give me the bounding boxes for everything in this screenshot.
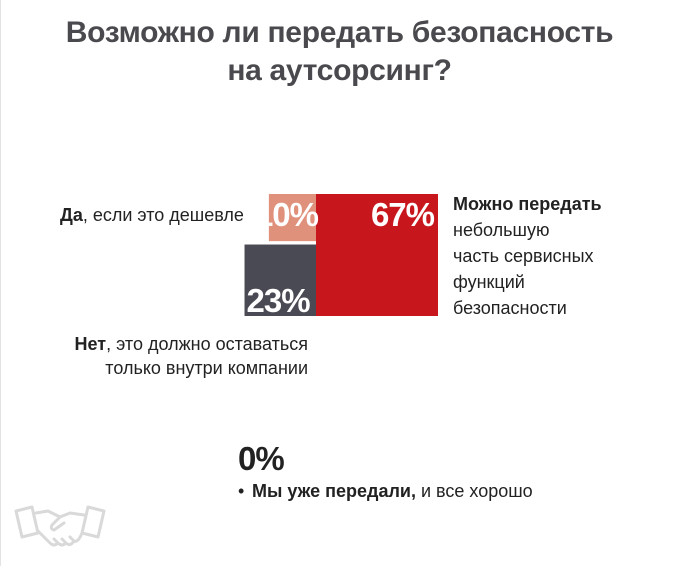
handshake-icon [14,505,106,547]
label-no: Нет, это должно оставаться только внутри… [60,333,308,379]
bullet-dot: • [238,481,245,501]
square-10 [268,194,316,242]
label-no-line1: Нет, это должно оставаться [60,333,308,355]
label-can-line2: небольшую [453,220,550,240]
label-yes-bold: Да [60,205,83,225]
label-can-line3: часть сервисных [453,246,594,266]
label-yes: Да, если это дешевле [60,204,244,226]
label-done-rest: и все хорошо [415,481,533,501]
value-label-67: 67% [371,196,435,233]
value-label-23: 23% [247,282,311,319]
label-can: Можно передать небольшую часть сервисных… [453,191,602,321]
label-no-line2: только внутри компании [105,358,308,378]
square-67 [316,194,438,316]
label-can-line4: функций [453,272,525,292]
label-can-bold: Можно передать [453,191,602,217]
label-done: • Мы уже передали, и все хорошо [238,481,533,502]
chart-title: Возможно ли передать безопасность на аут… [0,14,679,90]
label-done-bold: Мы уже передали, [252,481,416,501]
label-yes-rest: , если это дешевле [82,205,244,225]
zero-percent: 0% [238,440,285,477]
title-line-1: Возможно ли передать безопасность [65,16,614,49]
label-can-bold-text: Можно передать [453,194,602,214]
label-can-line5: безопасности [453,298,567,318]
square-23 [244,244,316,316]
left-border [0,0,1,566]
label-no-bold: Нет [74,334,107,354]
label-no-rest: , это должно оставаться [106,334,308,354]
value-label-10: 10% [255,196,319,233]
title-line-2: на аутсорсинг? [227,54,452,87]
